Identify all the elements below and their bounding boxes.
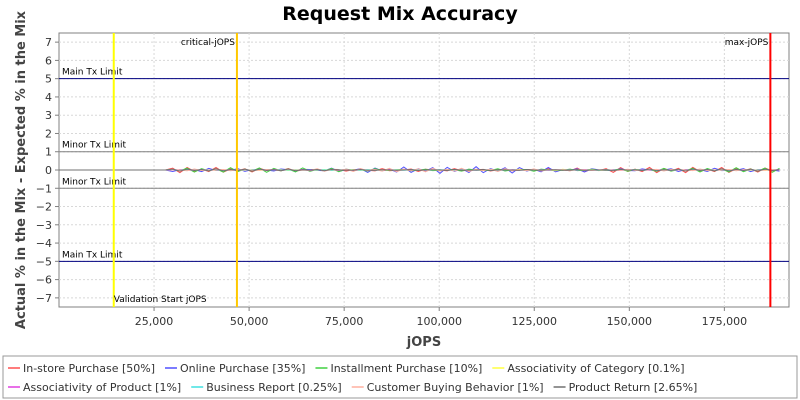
y-tick-label: 7	[45, 36, 52, 49]
y-tick-label: 6	[45, 54, 52, 67]
marker-line-label: max-jOPS	[725, 38, 769, 48]
x-tick-label: 150,000	[607, 315, 653, 328]
x-axis-ticks: 25,000 50,000 75,000 100,000 125,000 150,000 1…	[135, 307, 747, 328]
y-tick-label: −4	[36, 237, 52, 250]
limit-lines: Main Tx Limit Minor Tx Limit Minor Tx Limi…	[59, 68, 789, 262]
legend-label: Associativity of Category [0.1%]	[507, 362, 684, 375]
marker-line-label: Validation Start jOPS	[114, 295, 207, 305]
legend-label: Business Report [0.25%]	[206, 381, 342, 394]
y-tick-label: 0	[45, 164, 52, 177]
x-tick-label: 100,000	[416, 315, 462, 328]
y-tick-label: −2	[36, 201, 52, 214]
marker-line-label: critical-jOPS	[181, 38, 235, 48]
legend-label: Associativity of Product [1%]	[23, 381, 181, 394]
limit-line-label: Main Tx Limit	[62, 250, 123, 260]
y-tick-label: 1	[45, 146, 52, 159]
limit-line-label: Main Tx Limit	[62, 68, 123, 78]
y-tick-label: 2	[45, 127, 52, 140]
legend-label: Installment Purchase [10%]	[330, 362, 482, 375]
x-tick-label: 125,000	[512, 315, 558, 328]
y-tick-label: −1	[36, 182, 52, 195]
y-tick-label: −7	[36, 292, 52, 305]
legend-label: Product Return [2.65%]	[569, 381, 698, 394]
y-tick-label: 5	[45, 73, 52, 86]
y-tick-label: −3	[36, 219, 52, 232]
legend	[2, 355, 798, 399]
legend-label: In-store Purchase [50%]	[23, 362, 155, 375]
series-line	[59, 168, 780, 172]
series-lines	[59, 166, 780, 174]
marker-lines: Validation Start jOPS critical-jOPS max-jO…	[112, 33, 772, 307]
limit-line-label: Minor Tx Limit	[62, 141, 127, 151]
y-axis-title: Actual % in the Mix - Expected % in the …	[14, 10, 29, 329]
x-tick-label: 175,000	[702, 315, 748, 328]
x-axis-title: jOPS	[406, 335, 441, 350]
y-axis-ticks: 7 6 5 4 3 2 1 0 −1 −2 −3 −4 −5 −6 −7	[36, 36, 59, 305]
limit-line-label: Minor Tx Limit	[62, 177, 127, 187]
y-tick-label: −5	[36, 255, 52, 268]
legend-items: In-store Purchase [50%] Online Purchase […	[8, 362, 697, 394]
y-tick-label: 4	[45, 91, 52, 104]
y-tick-label: 3	[45, 109, 52, 122]
x-tick-label: 25,000	[135, 315, 174, 328]
x-tick-label: 75,000	[325, 315, 364, 328]
x-tick-label: 50,000	[230, 315, 269, 328]
legend-label: Customer Buying Behavior [1%]	[367, 381, 544, 394]
chart-title: Request Mix Accuracy	[282, 3, 518, 25]
y-tick-label: −6	[36, 274, 52, 287]
legend-label: Online Purchase [35%]	[180, 362, 305, 375]
